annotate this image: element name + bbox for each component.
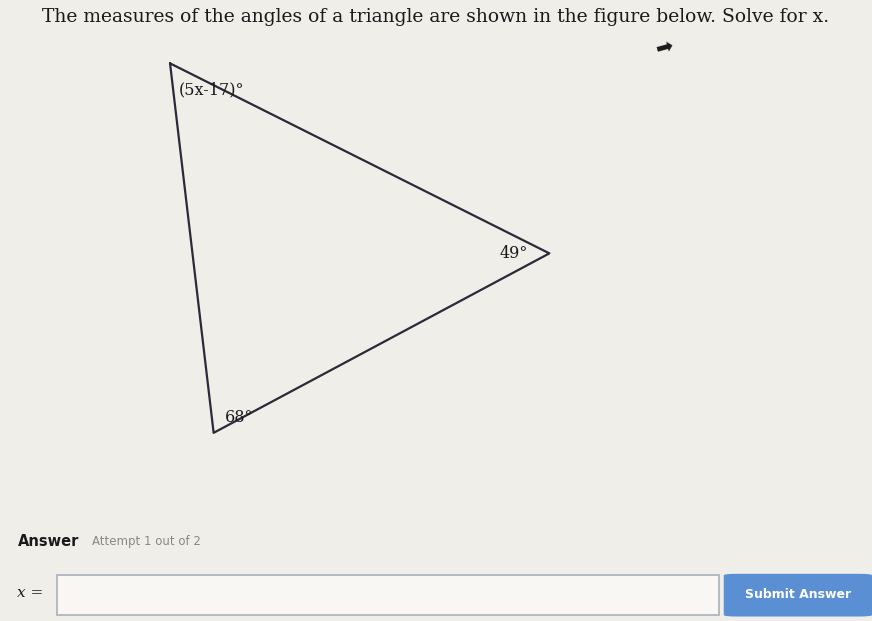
Text: 68°: 68°	[225, 409, 254, 426]
Text: Answer: Answer	[17, 534, 78, 549]
Text: Submit Answer: Submit Answer	[745, 588, 851, 601]
Text: The measures of the angles of a triangle are shown in the figure below. Solve fo: The measures of the angles of a triangle…	[43, 8, 829, 26]
Text: x =: x =	[17, 586, 44, 600]
Text: Attempt 1 out of 2: Attempt 1 out of 2	[92, 535, 201, 548]
FancyBboxPatch shape	[57, 575, 719, 615]
Text: ⬈: ⬈	[651, 35, 675, 60]
FancyBboxPatch shape	[724, 574, 872, 617]
Text: (5x-17)°: (5x-17)°	[179, 82, 244, 99]
Text: 49°: 49°	[499, 245, 528, 262]
